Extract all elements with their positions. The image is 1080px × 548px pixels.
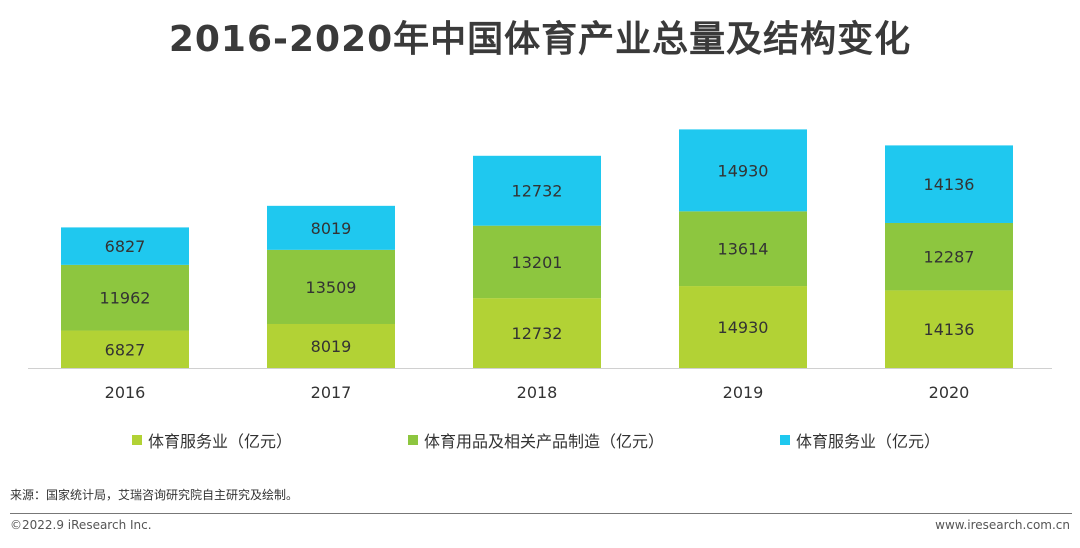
data-label-2019-s1: 14930 (718, 318, 769, 337)
data-label-2020-s2: 12287 (924, 248, 975, 267)
bar-segment-2017-s1 (267, 323, 395, 368)
data-label-2017-s1: 8019 (311, 337, 352, 356)
bar-segment-2016-s3 (61, 227, 189, 265)
chart-legend: 体育服务业（亿元） 体育用品及相关产品制造（亿元） 体育服务业（亿元） (0, 428, 1080, 452)
x-tick-label-2019: 2019 (723, 383, 764, 402)
legend-swatch-1 (132, 435, 142, 445)
legend-label-2: 体育用品及相关产品制造（亿元） (424, 432, 665, 451)
data-label-2018-s1: 12732 (512, 324, 563, 343)
data-label-2020-s1: 14136 (924, 320, 975, 339)
data-label-2018-s3: 12732 (512, 182, 563, 201)
x-tick-label-2020: 2020 (929, 383, 970, 402)
data-label-2017-s3: 8019 (311, 219, 352, 238)
bar-segment-2020-s3 (885, 145, 1013, 223)
data-label-2018-s2: 13201 (512, 253, 563, 272)
legend-label-1: 体育服务业（亿元） (148, 432, 293, 451)
bar-segment-2017-s3 (267, 205, 395, 250)
footer-divider (10, 513, 1072, 514)
data-label-2016-s1: 6827 (105, 340, 146, 359)
data-label-2020-s3: 14136 (924, 175, 975, 194)
legend-swatch-3 (780, 435, 790, 445)
bar-segment-2018-s1 (473, 298, 601, 368)
bar-segment-2018-s2 (473, 225, 601, 299)
bar-segment-2018-s3 (473, 155, 601, 226)
bar-segment-2019-s3 (679, 129, 807, 212)
bar-segment-2019-s2 (679, 211, 807, 287)
data-label-2017-s2: 13509 (306, 278, 357, 297)
x-tick-label-2018: 2018 (517, 383, 558, 402)
website-link[interactable]: www.iresearch.com.cn (935, 518, 1070, 532)
bar-segment-2016-s1 (61, 330, 189, 368)
x-tick-label-2016: 2016 (105, 383, 146, 402)
data-label-2019-s2: 13614 (718, 240, 769, 259)
stacked-bar-chart: 6827 11962 6827 2016 8019 13509 8019 2017 12732 1… (28, 129, 1052, 402)
legend-item-1: 体育服务业（亿元） (132, 428, 292, 452)
bar-segment-2020-s2 (885, 222, 1013, 291)
bar-segment-2017-s2 (267, 249, 395, 324)
data-label-2019-s3: 14930 (718, 161, 769, 180)
bar-segment-2020-s1 (885, 290, 1013, 368)
bar-segment-2016-s2 (61, 264, 189, 331)
legend-swatch-2 (408, 435, 418, 445)
chart-title: 2016-2020年中国体育产业总量及结构变化 (168, 19, 912, 60)
legend-item-2: 体育用品及相关产品制造（亿元） (408, 428, 664, 452)
legend-item-3: 体育服务业（亿元） (780, 428, 940, 452)
x-tick-label-2017: 2017 (311, 383, 352, 402)
legend-label-3: 体育服务业（亿元） (796, 432, 941, 451)
bar-segment-2019-s1 (679, 286, 807, 368)
source-note: 来源：国家统计局，艾瑞咨询研究院自主研究及绘制。 (10, 488, 299, 502)
data-label-2016-s2: 11962 (100, 289, 151, 308)
copyright-text: ©2022.9 iResearch Inc. (10, 518, 152, 532)
data-label-2016-s3: 6827 (105, 237, 146, 256)
